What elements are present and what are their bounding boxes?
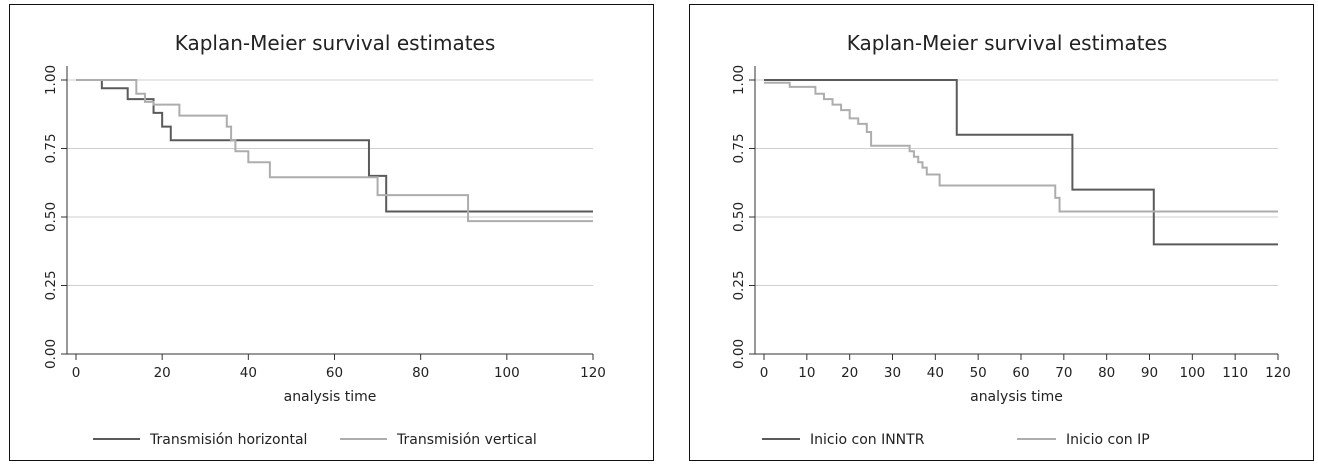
y-tick-label: 0.50 [43, 202, 59, 232]
x-tick-label: 80 [412, 365, 429, 381]
x-tick-label: 80 [1098, 365, 1115, 381]
x-tick-label: 100 [1179, 365, 1205, 381]
y-tick-label: 0.75 [731, 133, 747, 163]
legend-label: Inicio con INNTR [810, 432, 925, 448]
x-axis-label: analysis time [970, 389, 1063, 405]
x-tick-label: 40 [240, 365, 257, 381]
x-tick-label: 10 [798, 365, 815, 381]
x-tick-label: 0 [72, 365, 81, 381]
x-tick-label: 20 [841, 365, 858, 381]
legend-label: Transmisión vertical [396, 432, 537, 448]
x-tick-label: 20 [154, 365, 171, 381]
y-tick-label: 0.25 [43, 270, 59, 300]
y-tick-label: 0.75 [43, 133, 59, 163]
chart-title: Kaplan-Meier survival estimates [847, 31, 1168, 55]
x-tick-label: 60 [1012, 365, 1029, 381]
chart-title: Kaplan-Meier survival estimates [175, 31, 496, 55]
x-tick-label: 120 [580, 365, 606, 381]
x-tick-label: 60 [326, 365, 343, 381]
legend-label: Inicio con IP [1066, 432, 1150, 448]
y-tick-label: 0.50 [731, 202, 747, 232]
x-tick-label: 100 [494, 365, 520, 381]
y-tick-label: 0.25 [731, 270, 747, 300]
x-tick-label: 30 [884, 365, 901, 381]
legend-label: Transmisión horizontal [149, 432, 307, 448]
km-curve-light [76, 79, 593, 223]
y-tick-label: 1.00 [731, 65, 747, 95]
y-tick-label: 0.00 [43, 339, 59, 369]
km-chart-2: Kaplan-Meier survival estimates 0.00 0.25 0… [689, 4, 1314, 461]
km-curve-dark [76, 79, 593, 213]
km-curve-dark [764, 79, 1278, 246]
x-tick-label: 110 [1222, 365, 1248, 381]
x-tick-label: 120 [1265, 365, 1291, 381]
x-tick-label: 40 [927, 365, 944, 381]
y-tick-label: 0.00 [731, 339, 747, 369]
km-chart-1: Kaplan-Meier survival estimates 0.00 0.25 0… [9, 4, 654, 461]
x-axis-label: analysis time [284, 389, 377, 405]
km-curve-light [764, 81, 1278, 213]
x-tick-label: 0 [760, 365, 769, 381]
x-tick-label: 50 [970, 365, 987, 381]
x-tick-label: 90 [1141, 365, 1158, 381]
y-tick-label: 1.00 [43, 65, 59, 95]
x-tick-label: 70 [1055, 365, 1072, 381]
